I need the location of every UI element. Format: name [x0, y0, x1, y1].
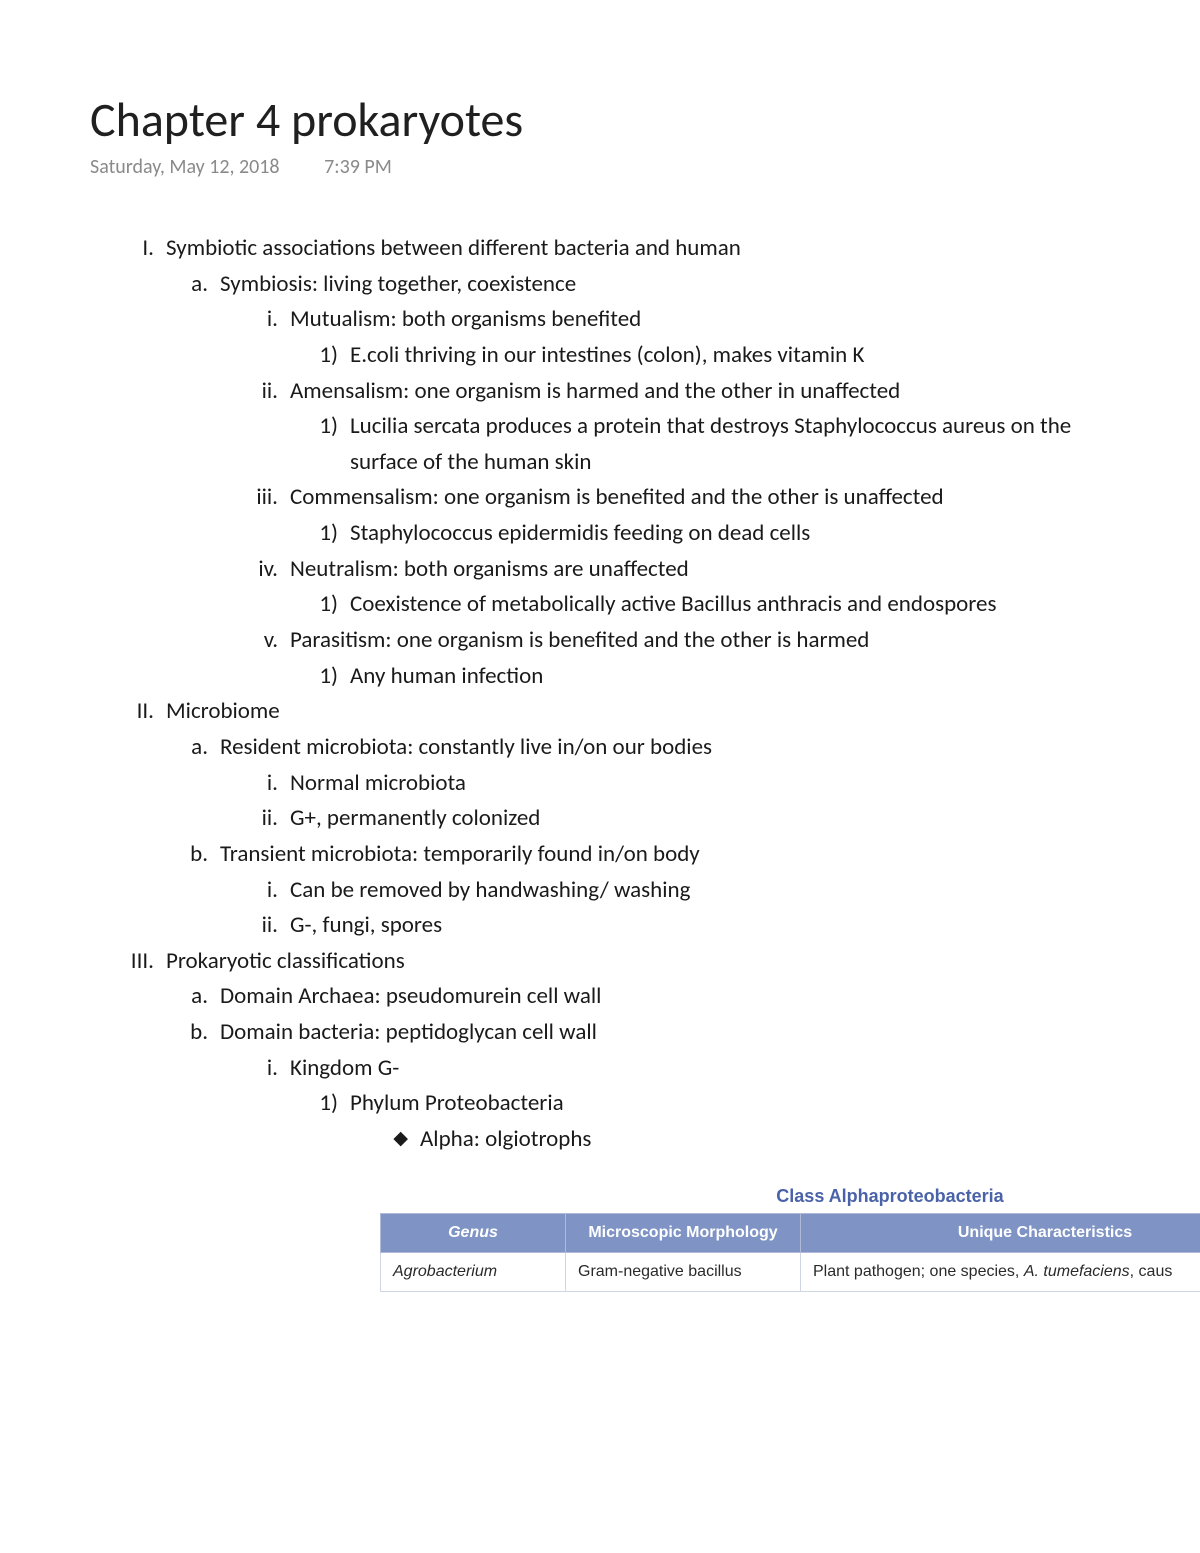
meta-time: 7:39 PM [324, 155, 392, 179]
outline-item: 1)E.coli thriving in our intestines (col… [90, 338, 1140, 374]
outline-item: 1)Phylum Proteobacteria [90, 1086, 1140, 1122]
outline-item: ◆Alpha: olgiotrophs [90, 1122, 1140, 1158]
outline-text: Symbiotic associations between different… [166, 231, 1140, 267]
outline-text: Lucilia sercata produces a protein that … [350, 409, 1140, 480]
th-genus: Genus [381, 1213, 566, 1252]
outline-marker: ii. [90, 801, 290, 837]
outline-item: i.Kingdom G- [90, 1051, 1140, 1087]
outline-text: Domain bacteria: peptidoglycan cell wall [220, 1015, 1140, 1051]
td-morphology: Gram-negative bacillus [566, 1252, 801, 1291]
outline-marker: 1) [90, 1086, 350, 1122]
outline-marker: b. [90, 1015, 220, 1051]
th-morphology: Microscopic Morphology [566, 1213, 801, 1252]
outline-item: i.Can be removed by handwashing/ washing [90, 873, 1140, 909]
outline-text: Transient microbiota: temporarily found … [220, 837, 1140, 873]
outline-text: Can be removed by handwashing/ washing [290, 873, 1140, 909]
outline-text: G-, fungi, spores [290, 908, 1140, 944]
outline-text: Coexistence of metabolically active Baci… [350, 587, 1140, 623]
outline-marker: iii. [90, 480, 290, 516]
outline-marker: a. [90, 730, 220, 766]
outline-list: I.Symbiotic associations between differe… [90, 231, 1140, 1158]
outline-item: ii.Amensalism: one organism is harmed an… [90, 374, 1140, 410]
outline-marker: i. [90, 1051, 290, 1087]
outline-item: I.Symbiotic associations between differe… [90, 231, 1140, 267]
outline-marker: i. [90, 873, 290, 909]
outline-marker: II. [90, 694, 166, 730]
outline-marker: ii. [90, 374, 290, 410]
outline-item: ii.G-, fungi, spores [90, 908, 1140, 944]
outline-item: v.Parasitism: one organism is benefited … [90, 623, 1140, 659]
outline-text: Resident microbiota: constantly live in/… [220, 730, 1140, 766]
page-title: Chapter 4 prokaryotes [90, 90, 1140, 149]
table-row: Agrobacterium Gram-negative bacillus Pla… [381, 1252, 1200, 1291]
outline-marker: ii. [90, 908, 290, 944]
alpha-table: Genus Microscopic Morphology Unique Char… [380, 1213, 1200, 1292]
char-suffix: , caus [1130, 1263, 1173, 1280]
outline-text: Parasitism: one organism is benefited an… [290, 623, 1140, 659]
outline-item: a.Domain Archaea: pseudomurein cell wall [90, 979, 1140, 1015]
outline-marker: ◆ [90, 1122, 420, 1158]
outline-marker: i. [90, 766, 290, 802]
outline-item: i.Normal microbiota [90, 766, 1140, 802]
outline-text: G+, permanently colonized [290, 801, 1140, 837]
outline-text: Alpha: olgiotrophs [420, 1122, 1140, 1158]
outline-marker: III. [90, 944, 166, 980]
outline-marker: a. [90, 979, 220, 1015]
table-header-row: Genus Microscopic Morphology Unique Char… [381, 1213, 1200, 1252]
meta-date: Saturday, May 12, 2018 [90, 155, 280, 179]
outline-text: Domain Archaea: pseudomurein cell wall [220, 979, 1140, 1015]
document-page: Chapter 4 prokaryotes Saturday, May 12, … [0, 0, 1200, 1553]
outline-item: 1)Coexistence of metabolically active Ba… [90, 587, 1140, 623]
outline-item: 1)Any human infection [90, 659, 1140, 695]
outline-text: Symbiosis: living together, coexistence [220, 267, 1140, 303]
outline-item: III.Prokaryotic classifications [90, 944, 1140, 980]
page-meta: Saturday, May 12, 2018 7:39 PM [90, 155, 1140, 179]
outline-text: Staphylococcus epidermidis feeding on de… [350, 516, 1140, 552]
outline-marker: 1) [90, 516, 350, 552]
outline-marker: I. [90, 231, 166, 267]
outline-marker: b. [90, 837, 220, 873]
outline-item: 1)Staphylococcus epidermidis feeding on … [90, 516, 1140, 552]
outline-item: b.Transient microbiota: temporarily foun… [90, 837, 1140, 873]
outline-item: iv.Neutralism: both organisms are unaffe… [90, 552, 1140, 588]
outline-marker: a. [90, 267, 220, 303]
outline-text: Any human infection [350, 659, 1140, 695]
outline-text: Neutralism: both organisms are unaffecte… [290, 552, 1140, 588]
table-caption: Class Alphaproteobacteria [380, 1186, 1140, 1207]
outline-marker: 1) [90, 338, 350, 374]
outline-marker: 1) [90, 659, 350, 695]
outline-item: b.Domain bacteria: peptidoglycan cell wa… [90, 1015, 1140, 1051]
outline-item: 1)Lucilia sercata produces a protein tha… [90, 409, 1140, 480]
outline-item: iii.Commensalism: one organism is benefi… [90, 480, 1140, 516]
outline-marker: i. [90, 302, 290, 338]
outline-text: Mutualism: both organisms benefited [290, 302, 1140, 338]
alpha-table-region: Class Alphaproteobacteria Genus Microsco… [380, 1186, 1140, 1292]
outline-text: Commensalism: one organism is benefited … [290, 480, 1140, 516]
char-species: A. tumefaciens [1024, 1263, 1130, 1280]
char-prefix: Plant pathogen; one species, [813, 1263, 1024, 1280]
outline-item: II.Microbiome [90, 694, 1140, 730]
outline-text: E.coli thriving in our intestines (colon… [350, 338, 1140, 374]
td-genus: Agrobacterium [381, 1252, 566, 1291]
outline-text: Prokaryotic classifications [166, 944, 1140, 980]
outline-text: Amensalism: one organism is harmed and t… [290, 374, 1140, 410]
outline-marker: 1) [90, 587, 350, 623]
outline-marker: 1) [90, 409, 350, 480]
outline-item: a.Resident microbiota: constantly live i… [90, 730, 1140, 766]
td-characteristics: Plant pathogen; one species, A. tumefaci… [801, 1252, 1200, 1291]
outline-text: Phylum Proteobacteria [350, 1086, 1140, 1122]
outline-marker: iv. [90, 552, 290, 588]
th-characteristics: Unique Characteristics [801, 1213, 1200, 1252]
outline-item: a.Symbiosis: living together, coexistenc… [90, 267, 1140, 303]
outline-marker: v. [90, 623, 290, 659]
outline-item: ii.G+, permanently colonized [90, 801, 1140, 837]
outline-text: Kingdom G- [290, 1051, 1140, 1087]
outline-text: Microbiome [166, 694, 1140, 730]
outline-text: Normal microbiota [290, 766, 1140, 802]
outline-item: i.Mutualism: both organisms benefited [90, 302, 1140, 338]
